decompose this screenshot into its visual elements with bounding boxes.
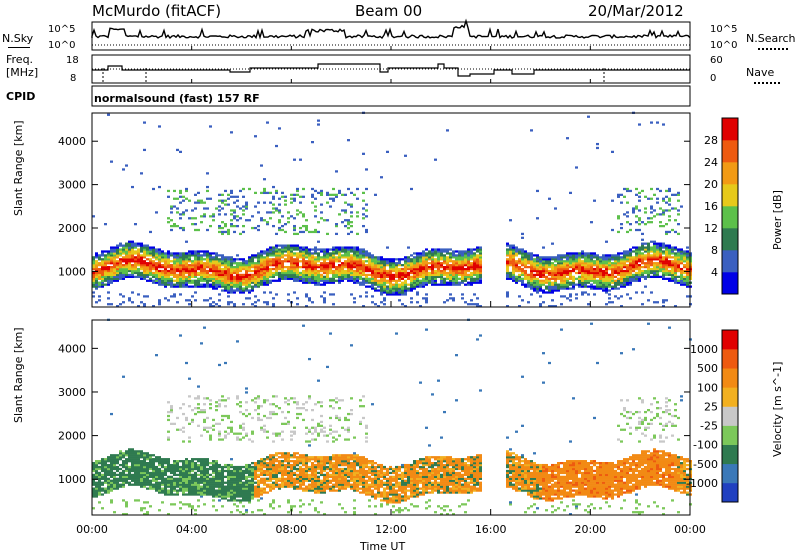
cpid-panel (91, 85, 691, 107)
pow-ytick-label-1: 2000 (58, 222, 86, 235)
beam-title: Beam 00 (355, 2, 423, 20)
freq-tick-top: 18 (66, 55, 79, 66)
vel-cb-swatch-4 (722, 406, 738, 426)
freq-line (92, 63, 690, 77)
pow-cb-swatch-0 (722, 272, 738, 295)
nave-tick-bottom: 0 (710, 73, 717, 84)
xtick-label-4: 16:00 (475, 523, 507, 536)
pow-cb-tick-5: 8 (711, 244, 718, 257)
nave-legend-line (754, 82, 780, 84)
noise-left-tick-bottom: 10^0 (48, 40, 76, 51)
pow-cb-tick-4: 12 (704, 222, 718, 235)
pow-cb-swatch-4 (722, 184, 738, 207)
noise-right-label: N.Search (746, 32, 796, 45)
xtick-label-0: 00:00 (76, 523, 108, 536)
pow-cb-swatch-3 (722, 206, 738, 229)
power-ylabel: Slant Range [km] (12, 120, 25, 216)
vel-cb-tick-0: 1000 (690, 343, 718, 356)
freq-tick-bottom: 8 (70, 73, 77, 84)
vel-cb-swatch-5 (722, 387, 738, 407)
power-colorbar-label: Power [dB] (771, 190, 784, 250)
vel-cb-swatch-1 (722, 463, 738, 484)
xtick-label-6: 00:00 (674, 523, 706, 536)
pow-cb-frame (721, 117, 739, 295)
noise-left-legend-line (8, 47, 30, 48)
vel-cb-frame (721, 329, 739, 503)
noise-left-tick-top: 10^5 (48, 24, 76, 35)
pow-cb-swatch-6 (722, 140, 738, 163)
cpid-label: CPID (6, 90, 36, 103)
pow-ytick-label-0: 1000 (58, 265, 86, 278)
axes: 00:00 04:00 08:00 12:00 16:00 20:00 00:00 (76, 46, 706, 536)
nave-tick-top: 60 (710, 55, 723, 66)
x-axis-label: Time UT (360, 540, 406, 553)
pow-cb-swatch-1 (722, 250, 738, 273)
station-title: McMurdo (fitACF) (92, 2, 222, 20)
pow-cb-swatch-2 (722, 228, 738, 251)
vel-ytick-label-0: 1000 (58, 473, 86, 486)
pow-cb-swatch-7 (722, 118, 738, 141)
vel-cb-tick-1: 500 (697, 362, 718, 375)
vel-cb-tick-4: -25 (700, 420, 718, 433)
noise-panel (91, 18, 691, 51)
freq-label-line2: [MHz] (6, 66, 39, 79)
pow-cb-tick-3: 16 (704, 200, 718, 213)
vel-cb-swatch-0 (722, 482, 738, 503)
pow-cb-tick-1: 24 (704, 156, 718, 169)
vel-ytick-label-2: 3000 (58, 386, 86, 399)
vel-ytick-label-1: 2000 (58, 430, 86, 443)
xtick-label-2: 08:00 (275, 523, 307, 536)
noise-right-tick-bottom: 10^0 (710, 40, 738, 51)
velocity-ylabel: Slant Range [km] (12, 327, 25, 423)
vel-cb-swatch-3 (722, 425, 738, 445)
noise-left-label: N.Sky (2, 32, 34, 45)
vel-cb-swatch-8 (722, 330, 738, 350)
vel-ytick-label-3: 4000 (58, 342, 86, 355)
vel-cb-swatch-7 (722, 349, 738, 369)
vel-cb-tick-7: -1000 (686, 477, 718, 490)
date-title: 20/Mar/2012 (588, 2, 684, 20)
velocity-colorbar-label: Velocity [m s^-1] (771, 361, 784, 457)
noise-right-legend-line (758, 48, 788, 50)
vel-cb-tick-3: 25 (704, 400, 718, 413)
freq-label-line1: Freq. (6, 53, 34, 66)
xtick-label-5: 20:00 (574, 523, 606, 536)
pow-ytick-label-2: 3000 (58, 179, 86, 192)
pow-cb-tick-0: 28 (704, 134, 718, 147)
noise-right-tick-top: 10^5 (710, 24, 738, 35)
pow-cb-tick-6: 4 (711, 266, 718, 279)
xtick-label-1: 04:00 (176, 523, 208, 536)
pow-cb-tick-2: 20 (704, 178, 718, 191)
noise-sky-line (91, 18, 691, 40)
power-panel: 1000 2000 3000 4000 (58, 111, 692, 308)
nave-label: Nave (746, 66, 775, 79)
cpid-frame (91, 85, 691, 107)
cpid-text: normalsound (fast) 157 RF (94, 92, 260, 105)
vel-cb-tick-5: -100 (693, 439, 718, 452)
vel-cb-tick-6: -500 (693, 458, 718, 471)
xtick-label-3: 12:00 (375, 523, 407, 536)
pow-ytick-label-3: 4000 (58, 135, 86, 148)
vel-cb-swatch-6 (722, 368, 738, 388)
velocity-colorbar: 1000 500 100 25 -25 -100 -500 -1000 (686, 329, 739, 503)
vel-cb-tick-2: 100 (697, 381, 718, 394)
freq-panel (91, 54, 691, 84)
freq-frame (91, 54, 691, 84)
pow-cb-swatch-5 (722, 162, 738, 185)
power-colorbar: 28 24 20 16 12 8 4 (704, 117, 739, 295)
vel-cb-swatch-2 (722, 444, 738, 465)
velocity-panel: 1000 2000 3000 4000 (58, 318, 692, 516)
